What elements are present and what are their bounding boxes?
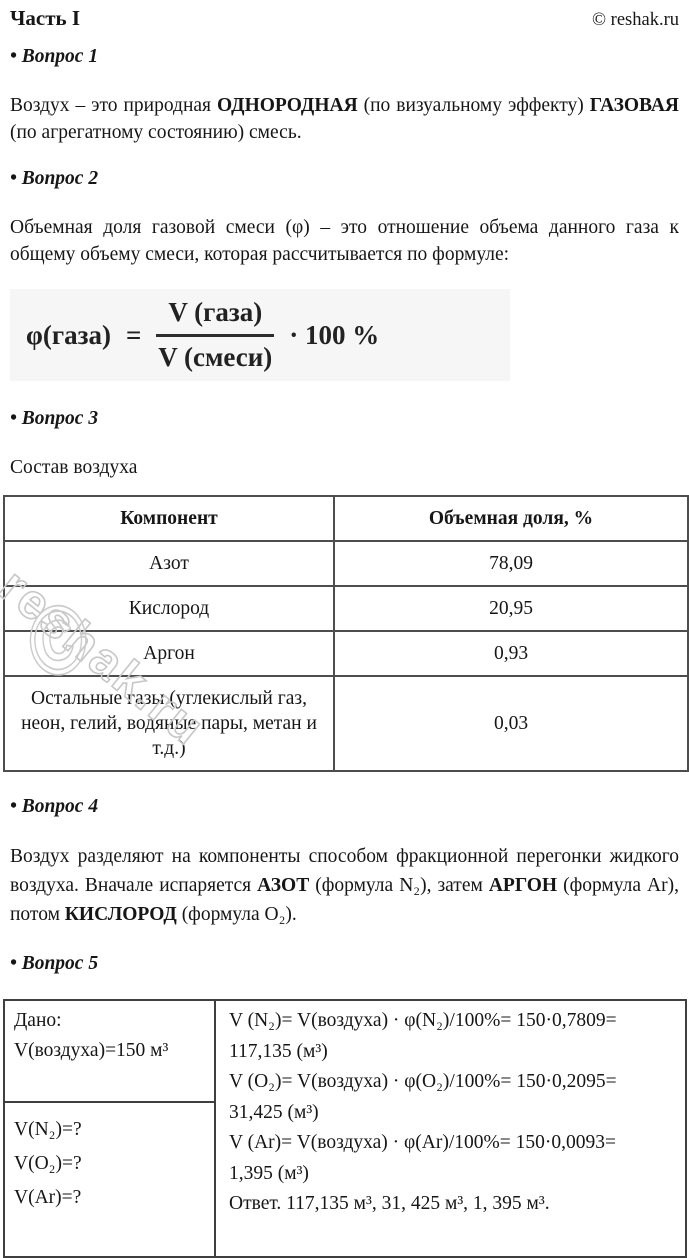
solution-cell: V (N₂)= V(воздуха) · φ(N₂)/100%= 150·0,7… <box>214 999 687 1258</box>
component-cell: Кислород <box>3 585 335 632</box>
value-cell: 0,93 <box>333 630 689 677</box>
formula-equals: = <box>125 319 142 350</box>
question-1-answer: Воздух – это природная ОДНОРОДНАЯ (по ви… <box>10 95 679 143</box>
formula-denominator: V (смеси) <box>158 341 273 372</box>
question-5-heading: • Вопрос 5 <box>10 953 99 974</box>
formula-lhs: φ(газа) <box>26 319 111 350</box>
formula-fraction: V (газа) V (смеси) <box>156 297 275 372</box>
component-cell: Аргон <box>3 630 335 677</box>
component-cell: Остальные газы (углекислый газ, неон, ге… <box>3 675 335 772</box>
column-header-component: Компонент <box>3 495 335 542</box>
value-cell: 0,03 <box>333 675 689 772</box>
volume-fraction-formula: φ(газа) = V (газа) V (смеси) · 100 % <box>10 289 510 381</box>
question-4-answer: Воздух разделяют на компоненты способом … <box>10 846 679 925</box>
table-row: Аргон 0,93 <box>3 630 689 677</box>
table-row: Остальные газы (углекислый газ, неон, ге… <box>3 675 689 772</box>
table-header-row: Компонент Объемная доля, % <box>3 495 689 542</box>
copyright-brand: © reshak.ru <box>592 10 679 30</box>
table-row: Дано: V(воздуха)=150 м³ V (N₂)= V(воздуха… <box>3 999 687 1258</box>
question-1-heading: • Вопрос 1 <box>10 46 99 67</box>
formula-numerator: V (газа) <box>156 297 275 337</box>
value-cell: 78,09 <box>333 540 689 587</box>
table-row: Азот 78,09 <box>3 540 689 587</box>
part-title: Часть I <box>10 6 81 30</box>
document-header: Часть I © reshak.ru <box>10 7 679 31</box>
question-2-answer: Объемная доля газовой смеси (φ) – это от… <box>10 217 679 265</box>
given-cell: Дано: V(воздуха)=150 м³ <box>3 999 216 1103</box>
formula-multiplier: · 100 % <box>289 319 380 350</box>
value-cell: 20,95 <box>333 585 689 632</box>
table-caption: Состав воздуха <box>10 457 138 478</box>
column-header-volume-fraction: Объемная доля, % <box>333 495 689 542</box>
component-cell: Азот <box>3 540 335 587</box>
air-composition-table: Компонент Объемная доля, % Азот 78,09 Ки… <box>3 495 689 772</box>
find-cell: V(N₂)=? V(O₂)=? V(Ar)=? <box>3 1101 216 1258</box>
table-row: Кислород 20,95 <box>3 585 689 632</box>
question-4-heading: • Вопрос 4 <box>10 796 99 817</box>
question-2-heading: • Вопрос 2 <box>10 168 99 189</box>
question-3-heading: • Вопрос 3 <box>10 408 99 429</box>
problem-solution-table: Дано: V(воздуха)=150 м³ V (N₂)= V(воздуха… <box>3 999 687 1258</box>
